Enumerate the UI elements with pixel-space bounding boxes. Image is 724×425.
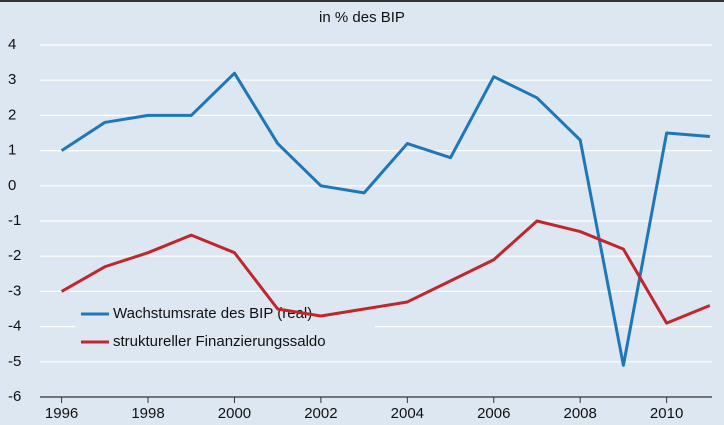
x-tick-label: 2000 — [218, 405, 251, 422]
series-line — [60, 219, 711, 325]
y-tick-label: -4 — [8, 318, 21, 335]
chart-title: in % des BIP — [319, 9, 405, 26]
x-tick-label: 2008 — [564, 405, 597, 422]
x-tick-label: 2002 — [304, 405, 337, 422]
y-tick-label: -2 — [8, 247, 21, 264]
legend-label: struktureller Finanzierungssaldo — [113, 333, 326, 350]
y-tick-label: 0 — [8, 177, 16, 194]
x-tick-label: 2006 — [477, 405, 510, 422]
y-tick-label: -1 — [8, 212, 21, 229]
x-tick-label: 2010 — [650, 405, 683, 422]
y-tick-label: 2 — [8, 106, 16, 123]
series-line — [60, 71, 710, 367]
y-tick-label: -3 — [8, 282, 21, 299]
y-tick-label: 4 — [8, 36, 16, 53]
legend-label: Wachstumsrate des BIP (real) — [113, 305, 312, 322]
x-tick-label: 1998 — [131, 405, 164, 422]
x-tick-label: 2004 — [391, 405, 424, 422]
legend-box — [75, 300, 375, 358]
x-tick-label: 1996 — [45, 405, 78, 422]
y-tick-label: 3 — [8, 71, 16, 88]
y-tick-label: -6 — [8, 388, 21, 405]
y-tick-label: 1 — [8, 142, 16, 159]
y-tick-label: -5 — [8, 353, 21, 370]
